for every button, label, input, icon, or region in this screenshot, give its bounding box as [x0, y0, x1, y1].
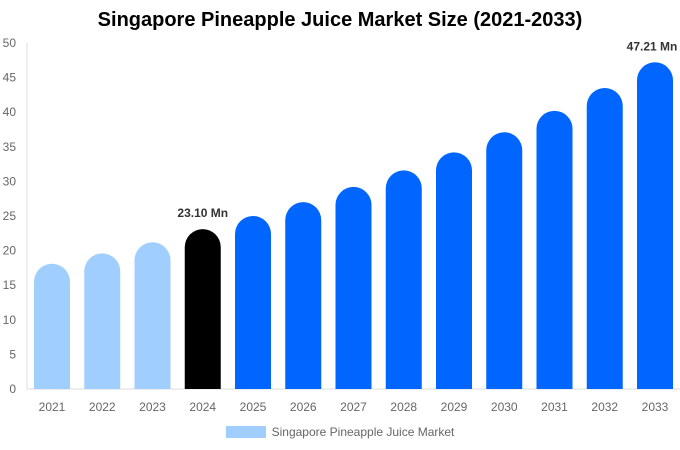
- x-tick-label: 2023: [139, 400, 166, 414]
- y-tick-label: 50: [3, 36, 17, 50]
- bar-2023: [134, 242, 171, 389]
- bar-2033: [637, 62, 673, 390]
- x-tick-label: 2027: [340, 400, 367, 414]
- y-tick-label: 30: [3, 174, 17, 188]
- y-tick-label: 5: [9, 347, 16, 361]
- bar-2032: [586, 87, 623, 389]
- bar-2024: [184, 229, 221, 389]
- data-label-2033: 47.21 Mn: [627, 39, 678, 53]
- chart-title: Singapore Pineapple Juice Market Size (2…: [97, 9, 583, 31]
- y-tick-label: 35: [3, 140, 17, 154]
- x-tick-label: 2030: [491, 400, 518, 414]
- bar-2031: [536, 110, 573, 390]
- legend-label: Singapore Pineapple Juice Market: [271, 425, 455, 439]
- x-tick-label: 2026: [290, 400, 317, 414]
- x-tick-label: 2024: [189, 400, 216, 414]
- bar-2025: [235, 216, 271, 389]
- y-tick-label: 40: [3, 105, 17, 119]
- x-tick-label: 2022: [89, 400, 116, 414]
- x-tick-label: 2032: [591, 400, 618, 414]
- y-tick-label: 45: [3, 71, 17, 85]
- bar-2022: [84, 253, 121, 389]
- data-label-2024: 23.10 Mn: [177, 206, 228, 220]
- x-tick-label: 2025: [240, 400, 267, 414]
- y-tick-label: 0: [9, 382, 16, 396]
- bar-2028: [385, 170, 422, 389]
- y-tick-label: 25: [3, 209, 17, 223]
- x-tick-label: 2029: [441, 400, 468, 414]
- x-tick-label: 2033: [642, 400, 669, 414]
- bar-2027: [335, 186, 372, 389]
- y-tick-label: 15: [3, 278, 17, 292]
- x-tick-label: 2021: [39, 400, 66, 414]
- bar-2026: [285, 202, 322, 389]
- y-tick-label: 10: [3, 313, 17, 327]
- bar-2029: [436, 152, 472, 389]
- y-tick-label: 20: [3, 244, 17, 258]
- legend-swatch: [225, 426, 266, 438]
- bar-2021: [34, 263, 70, 389]
- x-tick-label: 2028: [390, 400, 417, 414]
- bar-2030: [486, 132, 523, 389]
- legend: Singapore Pineapple Juice Market: [0, 425, 680, 439]
- x-tick-label: 2031: [541, 400, 568, 414]
